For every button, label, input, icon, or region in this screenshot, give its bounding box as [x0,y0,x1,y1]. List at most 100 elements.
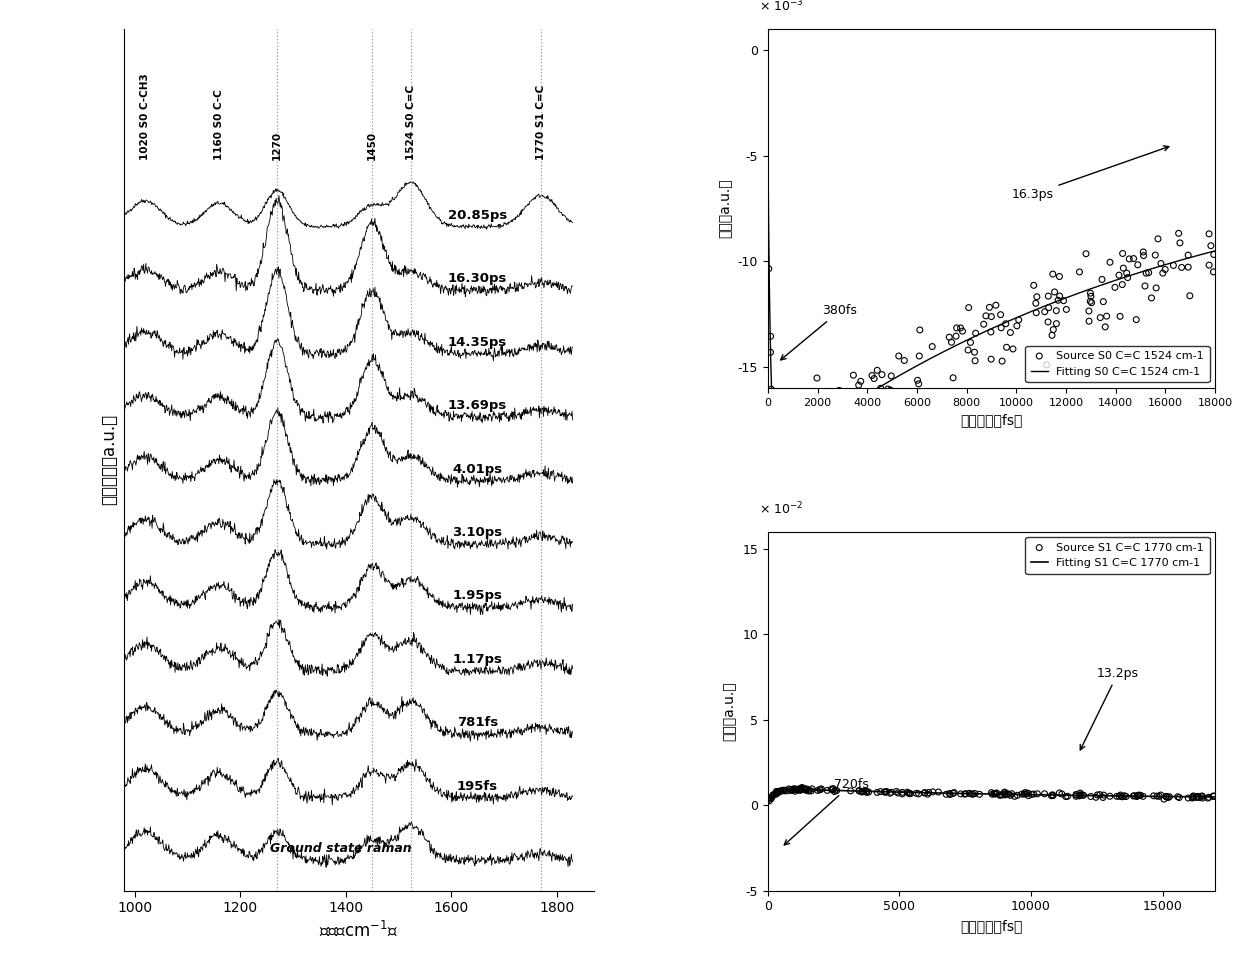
Source S1 C=C 1770 cm-1 [1002,786,1022,802]
Source S0 C=C 1524 cm-1 [813,402,833,417]
Source S1 C=C 1770 cm-1 [1049,785,1069,801]
Source S0 C=C 1524 cm-1 [1204,264,1224,280]
Source S0 C=C 1524 cm-1 [857,400,877,415]
Source S1 C=C 1770 cm-1 [792,780,812,796]
Source S1 C=C 1770 cm-1 [1042,788,1061,803]
Source S0 C=C 1524 cm-1 [825,396,844,411]
Source S1 C=C 1770 cm-1 [994,787,1014,802]
Source S0 C=C 1524 cm-1 [1146,248,1166,263]
Source S0 C=C 1524 cm-1 [808,449,828,465]
Text: 1450: 1450 [367,131,377,160]
Source S1 C=C 1770 cm-1 [1131,788,1151,803]
Source S0 C=C 1524 cm-1 [909,377,929,392]
Source S0 C=C 1524 cm-1 [1100,255,1120,270]
Source S1 C=C 1770 cm-1 [1004,789,1024,804]
Source S0 C=C 1524 cm-1 [1009,313,1029,328]
Y-axis label: 强度（a.u.）: 强度（a.u.） [723,681,737,741]
Source S1 C=C 1770 cm-1 [991,787,1011,802]
Source S1 C=C 1770 cm-1 [1094,790,1114,805]
X-axis label: 波数（cm$^{-1}$）: 波数（cm$^{-1}$） [319,921,398,940]
Source S1 C=C 1770 cm-1 [852,784,872,800]
Source S0 C=C 1524 cm-1 [1133,248,1153,263]
Source S0 C=C 1524 cm-1 [810,445,830,461]
Source S1 C=C 1770 cm-1 [811,781,831,797]
Source S0 C=C 1524 cm-1 [1039,300,1059,316]
Source S1 C=C 1770 cm-1 [877,784,897,800]
Source S0 C=C 1524 cm-1 [813,414,833,430]
Source S0 C=C 1524 cm-1 [1047,316,1066,331]
Source S1 C=C 1770 cm-1 [1074,788,1094,803]
Source S0 C=C 1524 cm-1 [1178,248,1198,263]
Source S1 C=C 1770 cm-1 [777,783,797,799]
Source S0 C=C 1524 cm-1 [804,421,823,437]
Source S0 C=C 1524 cm-1 [1138,265,1158,281]
Source S1 C=C 1770 cm-1 [785,783,805,799]
Source S1 C=C 1770 cm-1 [887,784,906,800]
Source S1 C=C 1770 cm-1 [1128,788,1148,803]
Source S0 C=C 1524 cm-1 [1076,246,1096,261]
Source S1 C=C 1770 cm-1 [1081,789,1101,804]
Source S0 C=C 1524 cm-1 [1135,278,1154,293]
Source S1 C=C 1770 cm-1 [1193,788,1213,803]
X-axis label: 延迟时间（fs）: 延迟时间（fs） [960,413,1023,427]
Source S0 C=C 1524 cm-1 [768,434,787,449]
Fitting S0 C=C 1524 cm-1 [932,348,947,359]
Source S1 C=C 1770 cm-1 [1018,785,1038,801]
Source S1 C=C 1770 cm-1 [1115,788,1135,803]
Source S1 C=C 1770 cm-1 [1149,789,1169,804]
Source S1 C=C 1770 cm-1 [770,783,790,799]
Source S1 C=C 1770 cm-1 [915,785,935,801]
Source S1 C=C 1770 cm-1 [1159,789,1179,804]
Source S0 C=C 1524 cm-1 [1001,324,1021,340]
Source S0 C=C 1524 cm-1 [808,410,828,426]
Source S0 C=C 1524 cm-1 [1056,302,1076,318]
Source S1 C=C 1770 cm-1 [849,783,869,799]
Fitting S1 C=C 1770 cm-1 [932,787,947,799]
Source S1 C=C 1770 cm-1 [768,784,787,800]
Source S1 C=C 1770 cm-1 [759,793,779,808]
Line: Fitting S1 C=C 1770 cm-1: Fitting S1 C=C 1770 cm-1 [768,790,1215,805]
Source S0 C=C 1524 cm-1 [1120,251,1140,266]
Source S0 C=C 1524 cm-1 [790,436,810,451]
Source S1 C=C 1770 cm-1 [827,783,847,799]
Source S0 C=C 1524 cm-1 [1044,285,1064,300]
Source S1 C=C 1770 cm-1 [1069,788,1089,803]
Source S1 C=C 1770 cm-1 [1193,790,1213,805]
Source S1 C=C 1770 cm-1 [1014,786,1034,802]
Source S1 C=C 1770 cm-1 [791,782,811,798]
Source S0 C=C 1524 cm-1 [1054,293,1074,309]
Text: 1770 S1 C=C: 1770 S1 C=C [536,84,546,160]
Text: $\times$ 10$^{-2}$: $\times$ 10$^{-2}$ [759,500,804,517]
Source S1 C=C 1770 cm-1 [785,781,805,797]
Text: 16.3ps: 16.3ps [1012,146,1169,201]
Source S0 C=C 1524 cm-1 [769,432,789,447]
Source S1 C=C 1770 cm-1 [826,782,846,798]
Source S1 C=C 1770 cm-1 [763,788,782,803]
Source S1 C=C 1770 cm-1 [1016,786,1035,802]
Source S0 C=C 1524 cm-1 [773,457,792,472]
Source S0 C=C 1524 cm-1 [810,396,830,411]
Source S0 C=C 1524 cm-1 [769,460,789,475]
Source S1 C=C 1770 cm-1 [841,783,861,799]
Source S1 C=C 1770 cm-1 [1073,787,1092,802]
Source S0 C=C 1524 cm-1 [1080,286,1100,301]
Source S0 C=C 1524 cm-1 [799,411,818,427]
Source S1 C=C 1770 cm-1 [1112,789,1132,804]
Source S1 C=C 1770 cm-1 [1110,789,1130,804]
Source S0 C=C 1524 cm-1 [882,368,901,383]
Source S0 C=C 1524 cm-1 [818,412,838,428]
Source S1 C=C 1770 cm-1 [1198,790,1218,805]
Source S0 C=C 1524 cm-1 [799,417,818,433]
Source S0 C=C 1524 cm-1 [806,402,826,417]
Source S0 C=C 1524 cm-1 [961,335,981,350]
Source S1 C=C 1770 cm-1 [1066,787,1086,802]
Source S0 C=C 1524 cm-1 [785,472,805,488]
Source S1 C=C 1770 cm-1 [909,786,929,802]
Source S0 C=C 1524 cm-1 [929,389,949,405]
Source S0 C=C 1524 cm-1 [1081,295,1101,311]
Source S0 C=C 1524 cm-1 [810,445,830,461]
Source S1 C=C 1770 cm-1 [970,787,990,802]
Source S0 C=C 1524 cm-1 [959,343,978,358]
Source S1 C=C 1770 cm-1 [875,784,895,800]
Fitting S1 C=C 1770 cm-1 [760,800,775,811]
